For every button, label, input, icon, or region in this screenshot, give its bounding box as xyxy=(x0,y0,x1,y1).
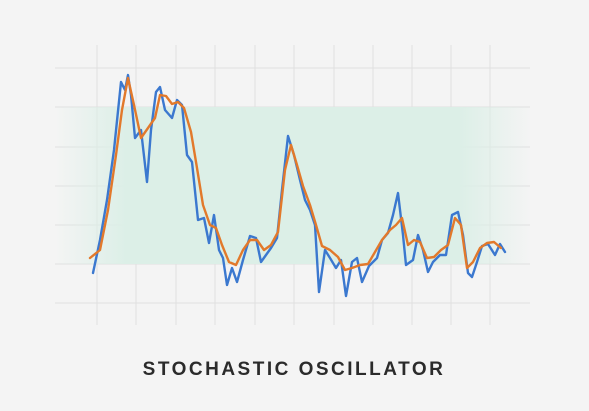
chart-title: STOCHASTIC OSCILLATOR xyxy=(143,359,446,380)
zone-band xyxy=(55,107,530,264)
series-line xyxy=(88,76,503,272)
